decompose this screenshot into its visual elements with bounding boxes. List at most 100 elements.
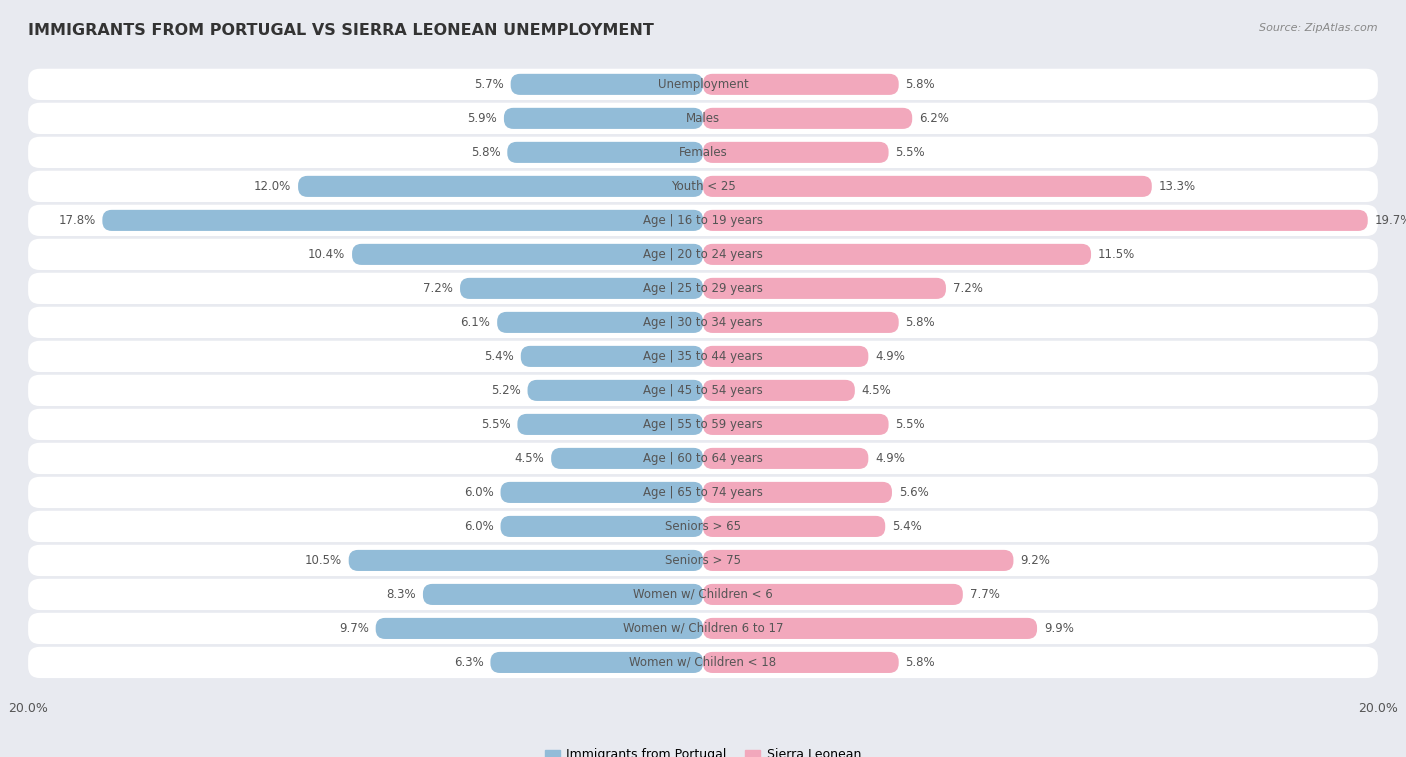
FancyBboxPatch shape	[703, 107, 912, 129]
Text: Women w/ Children < 18: Women w/ Children < 18	[630, 656, 776, 669]
Text: 4.5%: 4.5%	[862, 384, 891, 397]
Text: Age | 16 to 19 years: Age | 16 to 19 years	[643, 214, 763, 227]
FancyBboxPatch shape	[517, 414, 703, 435]
FancyBboxPatch shape	[28, 307, 1378, 338]
FancyBboxPatch shape	[423, 584, 703, 605]
Text: 5.4%: 5.4%	[891, 520, 922, 533]
Text: 5.8%: 5.8%	[471, 146, 501, 159]
Text: Age | 45 to 54 years: Age | 45 to 54 years	[643, 384, 763, 397]
FancyBboxPatch shape	[28, 646, 1378, 678]
FancyBboxPatch shape	[501, 482, 703, 503]
Text: 10.4%: 10.4%	[308, 248, 346, 261]
FancyBboxPatch shape	[298, 176, 703, 197]
FancyBboxPatch shape	[352, 244, 703, 265]
FancyBboxPatch shape	[28, 273, 1378, 304]
Text: 8.3%: 8.3%	[387, 588, 416, 601]
Text: 12.0%: 12.0%	[254, 180, 291, 193]
Text: Age | 55 to 59 years: Age | 55 to 59 years	[643, 418, 763, 431]
FancyBboxPatch shape	[349, 550, 703, 571]
Text: Females: Females	[679, 146, 727, 159]
Text: 4.5%: 4.5%	[515, 452, 544, 465]
Text: 5.5%: 5.5%	[896, 418, 925, 431]
FancyBboxPatch shape	[28, 579, 1378, 610]
Text: Age | 65 to 74 years: Age | 65 to 74 years	[643, 486, 763, 499]
FancyBboxPatch shape	[703, 278, 946, 299]
Text: 7.2%: 7.2%	[953, 282, 983, 295]
FancyBboxPatch shape	[527, 380, 703, 401]
FancyBboxPatch shape	[28, 375, 1378, 406]
Text: 7.7%: 7.7%	[970, 588, 1000, 601]
Text: 6.1%: 6.1%	[461, 316, 491, 329]
FancyBboxPatch shape	[703, 346, 869, 367]
FancyBboxPatch shape	[28, 341, 1378, 372]
Text: 9.9%: 9.9%	[1043, 622, 1074, 635]
Text: 5.6%: 5.6%	[898, 486, 928, 499]
FancyBboxPatch shape	[28, 511, 1378, 542]
FancyBboxPatch shape	[103, 210, 703, 231]
FancyBboxPatch shape	[703, 448, 869, 469]
FancyBboxPatch shape	[28, 477, 1378, 508]
Text: 11.5%: 11.5%	[1098, 248, 1135, 261]
FancyBboxPatch shape	[551, 448, 703, 469]
FancyBboxPatch shape	[703, 142, 889, 163]
Text: 5.4%: 5.4%	[484, 350, 515, 363]
Text: 6.2%: 6.2%	[920, 112, 949, 125]
Text: Youth < 25: Youth < 25	[671, 180, 735, 193]
Text: Seniors > 75: Seniors > 75	[665, 554, 741, 567]
Text: Seniors > 65: Seniors > 65	[665, 520, 741, 533]
FancyBboxPatch shape	[703, 380, 855, 401]
Text: 4.9%: 4.9%	[875, 452, 905, 465]
Text: 5.5%: 5.5%	[481, 418, 510, 431]
FancyBboxPatch shape	[703, 210, 1368, 231]
Text: 6.0%: 6.0%	[464, 520, 494, 533]
Text: 6.0%: 6.0%	[464, 486, 494, 499]
FancyBboxPatch shape	[703, 584, 963, 605]
FancyBboxPatch shape	[520, 346, 703, 367]
FancyBboxPatch shape	[28, 137, 1378, 168]
Text: 4.9%: 4.9%	[875, 350, 905, 363]
Text: Age | 60 to 64 years: Age | 60 to 64 years	[643, 452, 763, 465]
FancyBboxPatch shape	[703, 414, 889, 435]
FancyBboxPatch shape	[375, 618, 703, 639]
Text: IMMIGRANTS FROM PORTUGAL VS SIERRA LEONEAN UNEMPLOYMENT: IMMIGRANTS FROM PORTUGAL VS SIERRA LEONE…	[28, 23, 654, 38]
Text: 5.9%: 5.9%	[467, 112, 498, 125]
Text: 7.2%: 7.2%	[423, 282, 453, 295]
FancyBboxPatch shape	[508, 142, 703, 163]
FancyBboxPatch shape	[703, 652, 898, 673]
Text: 5.7%: 5.7%	[474, 78, 503, 91]
Text: Age | 25 to 29 years: Age | 25 to 29 years	[643, 282, 763, 295]
Text: 5.8%: 5.8%	[905, 316, 935, 329]
FancyBboxPatch shape	[460, 278, 703, 299]
Text: 9.7%: 9.7%	[339, 622, 368, 635]
FancyBboxPatch shape	[28, 204, 1378, 236]
FancyBboxPatch shape	[501, 516, 703, 537]
FancyBboxPatch shape	[498, 312, 703, 333]
Text: Age | 35 to 44 years: Age | 35 to 44 years	[643, 350, 763, 363]
Text: 5.8%: 5.8%	[905, 656, 935, 669]
FancyBboxPatch shape	[703, 74, 898, 95]
FancyBboxPatch shape	[703, 482, 891, 503]
Text: Women w/ Children 6 to 17: Women w/ Children 6 to 17	[623, 622, 783, 635]
FancyBboxPatch shape	[28, 612, 1378, 644]
Text: 9.2%: 9.2%	[1021, 554, 1050, 567]
Text: Age | 20 to 24 years: Age | 20 to 24 years	[643, 248, 763, 261]
Text: Age | 30 to 34 years: Age | 30 to 34 years	[643, 316, 763, 329]
Text: 13.3%: 13.3%	[1159, 180, 1195, 193]
Text: 19.7%: 19.7%	[1375, 214, 1406, 227]
Text: 5.5%: 5.5%	[896, 146, 925, 159]
FancyBboxPatch shape	[510, 74, 703, 95]
Text: Males: Males	[686, 112, 720, 125]
FancyBboxPatch shape	[703, 244, 1091, 265]
Text: 5.8%: 5.8%	[905, 78, 935, 91]
FancyBboxPatch shape	[491, 652, 703, 673]
FancyBboxPatch shape	[28, 103, 1378, 134]
Text: Source: ZipAtlas.com: Source: ZipAtlas.com	[1260, 23, 1378, 33]
FancyBboxPatch shape	[703, 550, 1014, 571]
Text: 6.3%: 6.3%	[454, 656, 484, 669]
FancyBboxPatch shape	[703, 618, 1038, 639]
FancyBboxPatch shape	[28, 171, 1378, 202]
FancyBboxPatch shape	[28, 409, 1378, 440]
FancyBboxPatch shape	[703, 176, 1152, 197]
FancyBboxPatch shape	[28, 545, 1378, 576]
Legend: Immigrants from Portugal, Sierra Leonean: Immigrants from Portugal, Sierra Leonean	[540, 743, 866, 757]
